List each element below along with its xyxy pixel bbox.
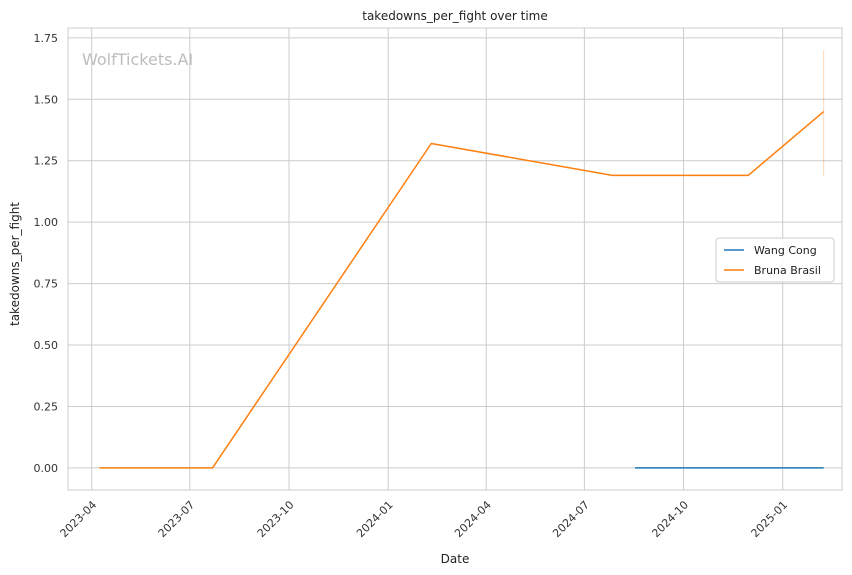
y-axis-label: takedowns_per_fight bbox=[8, 202, 22, 326]
y-tick-label: 1.50 bbox=[34, 93, 59, 106]
y-tick-label: 0.00 bbox=[34, 462, 59, 475]
legend-label: Bruna Brasil bbox=[754, 264, 821, 277]
series-layer bbox=[99, 50, 825, 469]
y-axis: 0.00 0.25 0.50 0.75 1.00 1.25 1.50 1.75 bbox=[34, 32, 59, 475]
x-tick-label: 2023-04 bbox=[58, 498, 100, 540]
watermark: WolfTickets.AI bbox=[82, 50, 193, 69]
legend: Wang Cong Bruna Brasil bbox=[715, 237, 835, 283]
x-tick-label: 2025-01 bbox=[749, 498, 791, 540]
chart-title: takedowns_per_fight over time bbox=[362, 9, 548, 23]
x-axis-label: Date bbox=[441, 552, 470, 566]
y-tick-label: 1.00 bbox=[34, 216, 59, 229]
plot-area bbox=[67, 27, 843, 491]
y-tick-label: 0.25 bbox=[34, 400, 59, 413]
legend-box bbox=[715, 237, 835, 283]
x-tick-label: 2023-10 bbox=[255, 498, 297, 540]
x-tick-label: 2024-01 bbox=[354, 498, 396, 540]
y-tick-label: 0.75 bbox=[34, 278, 59, 291]
x-tick-label: 2023-07 bbox=[156, 498, 198, 540]
x-axis: 2023-04 2023-07 2023-10 2024-01 2024-04 2024-… bbox=[58, 498, 791, 540]
x-tick-label: 2024-10 bbox=[649, 498, 691, 540]
legend-label: Wang Cong bbox=[754, 244, 817, 257]
y-tick-label: 0.50 bbox=[34, 339, 59, 352]
y-tick-label: 1.25 bbox=[34, 155, 59, 168]
y-tick-label: 1.75 bbox=[34, 32, 59, 45]
x-tick-label: 2024-04 bbox=[452, 498, 494, 540]
series-line-1 bbox=[99, 111, 825, 469]
x-tick-label: 2024-07 bbox=[550, 498, 592, 540]
